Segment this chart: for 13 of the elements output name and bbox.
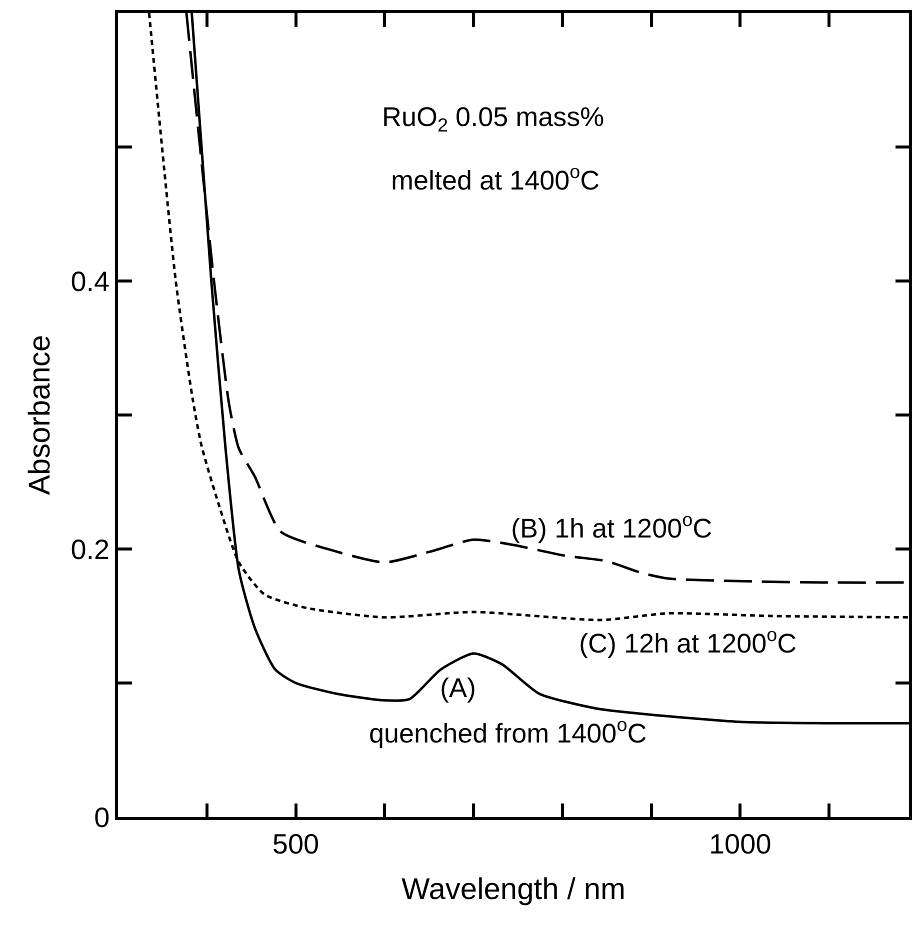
annotation: melted at 1400$^{o}$C bbox=[391, 162, 600, 196]
x-tick-label: 500 bbox=[272, 828, 320, 860]
y-axis-title: Absorbance bbox=[24, 334, 57, 496]
y-tick-label: 0.4 bbox=[70, 266, 110, 297]
annotation: RuO$_{2}$ 0.05 mass% bbox=[382, 102, 604, 137]
annotation: (A) bbox=[440, 673, 476, 703]
annotation: quenched from 1400$^{o}$C bbox=[369, 715, 647, 748]
x-axis-title: Wavelength / nm bbox=[402, 872, 626, 906]
y-tick-label: 0.2 bbox=[70, 534, 110, 565]
x-tick-label: 1000 bbox=[708, 828, 772, 860]
annotation: (B) 1h at 1200$^{o}$C bbox=[511, 510, 712, 544]
annotation: (C) 12h at 1200$^{o}$C bbox=[579, 625, 797, 658]
y-tick-label: 0 bbox=[94, 802, 110, 833]
